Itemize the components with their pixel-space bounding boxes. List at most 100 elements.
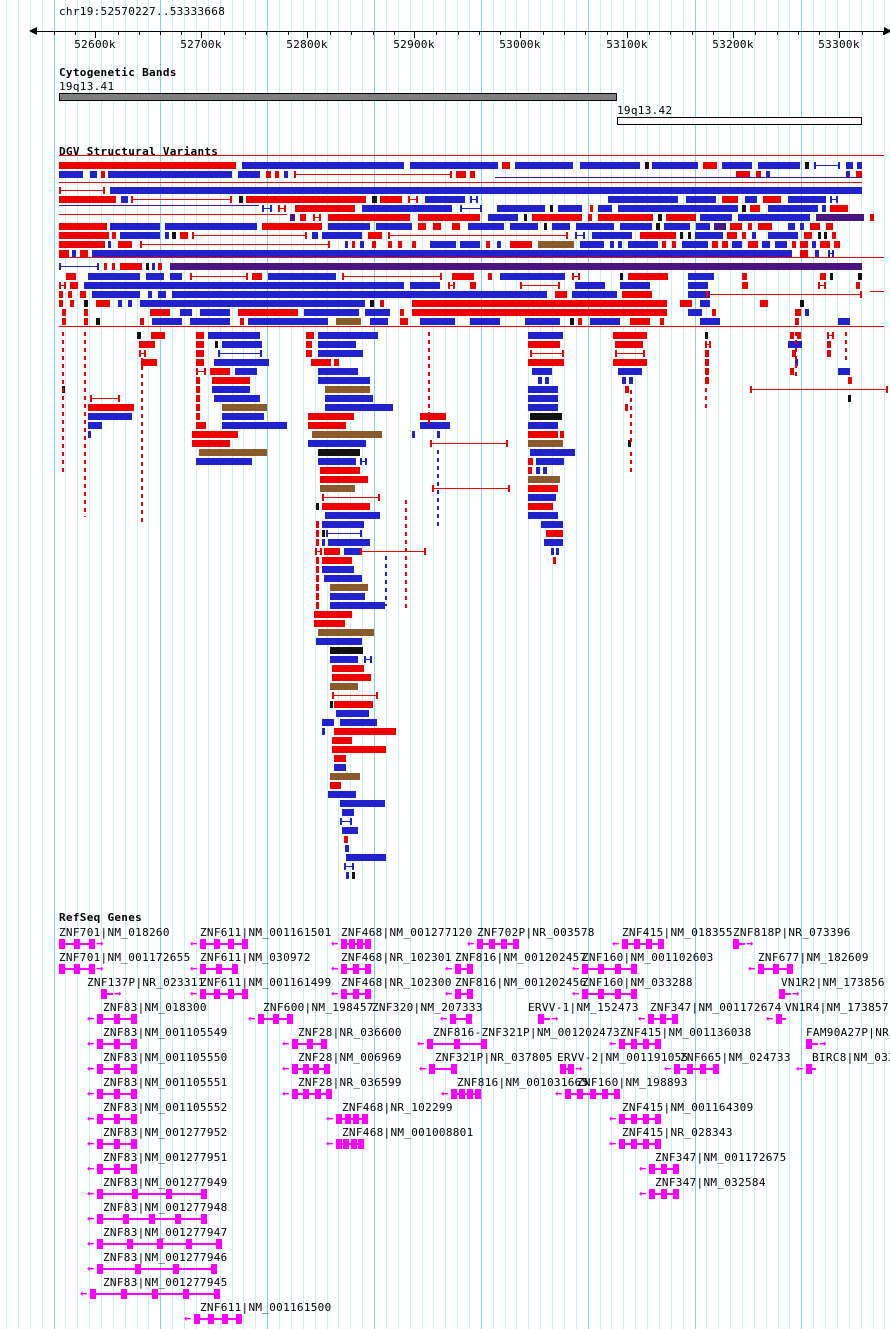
variant-bar[interactable] bbox=[165, 223, 257, 230]
variant-bar[interactable] bbox=[628, 241, 658, 248]
variant-bar[interactable] bbox=[768, 232, 798, 239]
variant-bar[interactable] bbox=[590, 318, 620, 325]
variant-bar[interactable] bbox=[320, 467, 360, 474]
variant-bar[interactable] bbox=[146, 273, 164, 280]
variant-bar[interactable] bbox=[59, 223, 107, 230]
variant-bar[interactable] bbox=[452, 273, 474, 280]
variant-bar[interactable] bbox=[412, 241, 416, 248]
variant-bar[interactable] bbox=[400, 318, 408, 325]
variant-bar[interactable] bbox=[510, 241, 532, 248]
variant-bar[interactable] bbox=[830, 205, 848, 212]
gene-glyph[interactable]: ← bbox=[326, 1112, 368, 1124]
variant-bar[interactable] bbox=[300, 214, 306, 221]
gene-glyph[interactable]: ← bbox=[87, 1237, 222, 1249]
variant-dashed-tail[interactable] bbox=[405, 500, 407, 612]
variant-whisker[interactable] bbox=[448, 282, 455, 289]
variant-bar[interactable] bbox=[308, 440, 366, 447]
variant-bar[interactable] bbox=[688, 309, 702, 316]
variant-bar[interactable] bbox=[190, 318, 230, 325]
variant-bar[interactable] bbox=[625, 386, 629, 393]
variant-bar[interactable] bbox=[680, 232, 683, 239]
variant-bar[interactable] bbox=[630, 318, 650, 325]
variant-bar[interactable] bbox=[510, 223, 538, 230]
variant-whisker[interactable] bbox=[322, 494, 380, 501]
variant-bar[interactable] bbox=[528, 422, 558, 429]
gene-glyph[interactable]: ← bbox=[445, 962, 473, 974]
gene-glyph[interactable]: ← bbox=[282, 1062, 330, 1074]
variant-bar[interactable] bbox=[826, 223, 833, 230]
variant-bar[interactable] bbox=[688, 291, 710, 298]
variant-bar[interactable] bbox=[834, 241, 840, 248]
variant-bar[interactable] bbox=[336, 318, 361, 325]
variant-bar[interactable] bbox=[322, 719, 334, 726]
gene-glyph[interactable]: ← bbox=[419, 1062, 457, 1074]
variant-bar[interactable] bbox=[762, 241, 770, 248]
variant-line[interactable] bbox=[59, 326, 884, 327]
variant-bar[interactable] bbox=[502, 162, 510, 169]
variant-bar[interactable] bbox=[318, 449, 360, 456]
variant-bar[interactable] bbox=[172, 232, 176, 239]
gene-glyph[interactable]: → bbox=[779, 987, 799, 999]
variant-bar[interactable] bbox=[552, 223, 570, 230]
variant-bar[interactable] bbox=[766, 171, 770, 178]
variant-bar[interactable] bbox=[306, 350, 312, 357]
variant-bar[interactable] bbox=[555, 291, 567, 298]
variant-bar[interactable] bbox=[222, 404, 267, 411]
variant-bar[interactable] bbox=[848, 395, 851, 402]
gene-glyph[interactable]: ← bbox=[572, 987, 637, 999]
variant-bar[interactable] bbox=[151, 332, 165, 339]
variant-bar[interactable] bbox=[108, 171, 232, 178]
variant-whisker[interactable] bbox=[470, 196, 478, 203]
variant-bar[interactable] bbox=[308, 422, 346, 429]
variant-bar[interactable] bbox=[742, 282, 748, 289]
variant-bar[interactable] bbox=[180, 232, 188, 239]
variant-bar[interactable] bbox=[420, 318, 455, 325]
variant-bar[interactable] bbox=[628, 440, 631, 447]
variant-bar[interactable] bbox=[748, 241, 758, 248]
gene-glyph[interactable]: ← bbox=[326, 1137, 364, 1149]
variant-bar[interactable] bbox=[152, 318, 182, 325]
variant-bar[interactable] bbox=[830, 273, 833, 280]
variant-bar[interactable] bbox=[618, 368, 642, 375]
variant-whisker[interactable] bbox=[530, 350, 564, 357]
variant-bar[interactable] bbox=[208, 332, 260, 339]
variant-bar[interactable] bbox=[763, 196, 781, 203]
variant-bar[interactable] bbox=[572, 291, 617, 298]
variant-bar[interactable] bbox=[536, 458, 564, 465]
variant-whisker[interactable] bbox=[360, 548, 426, 555]
variant-bar[interactable] bbox=[544, 223, 547, 230]
variant-bar[interactable] bbox=[352, 241, 355, 248]
variant-bar[interactable] bbox=[538, 241, 574, 248]
gene-glyph[interactable]: ← bbox=[87, 1212, 207, 1224]
variant-bar[interactable] bbox=[336, 710, 369, 717]
variant-bar[interactable] bbox=[433, 223, 441, 230]
variant-bar[interactable] bbox=[318, 458, 356, 465]
variant-bar[interactable] bbox=[580, 241, 604, 248]
variant-bar[interactable] bbox=[696, 223, 710, 230]
variant-bar[interactable] bbox=[139, 341, 155, 348]
variant-line[interactable] bbox=[59, 257, 884, 258]
variant-bar[interactable] bbox=[59, 241, 105, 248]
variant-bar[interactable] bbox=[59, 196, 116, 203]
gene-glyph[interactable]: ← bbox=[87, 1262, 217, 1274]
variant-bar[interactable] bbox=[538, 377, 542, 384]
variant-bar[interactable] bbox=[792, 350, 796, 357]
variant-bar[interactable] bbox=[352, 872, 355, 879]
variant-whisker[interactable] bbox=[139, 350, 146, 357]
variant-bar[interactable] bbox=[380, 300, 384, 307]
variant-whisker[interactable] bbox=[140, 241, 330, 248]
variant-bar[interactable] bbox=[196, 395, 200, 402]
variant-bar[interactable] bbox=[295, 205, 355, 212]
variant-bar[interactable] bbox=[322, 232, 362, 239]
variant-bar[interactable] bbox=[330, 683, 358, 690]
variant-bar[interactable] bbox=[528, 467, 532, 474]
variant-bar[interactable] bbox=[857, 162, 862, 169]
variant-bar[interactable] bbox=[306, 332, 314, 339]
variant-bar[interactable] bbox=[832, 232, 836, 239]
gene-glyph[interactable]: ← bbox=[441, 1087, 481, 1099]
variant-bar[interactable] bbox=[345, 845, 349, 852]
variant-whisker[interactable] bbox=[572, 273, 580, 280]
variant-bar[interactable] bbox=[196, 332, 204, 339]
variant-bar[interactable] bbox=[705, 368, 709, 375]
variant-bar[interactable] bbox=[532, 214, 582, 221]
